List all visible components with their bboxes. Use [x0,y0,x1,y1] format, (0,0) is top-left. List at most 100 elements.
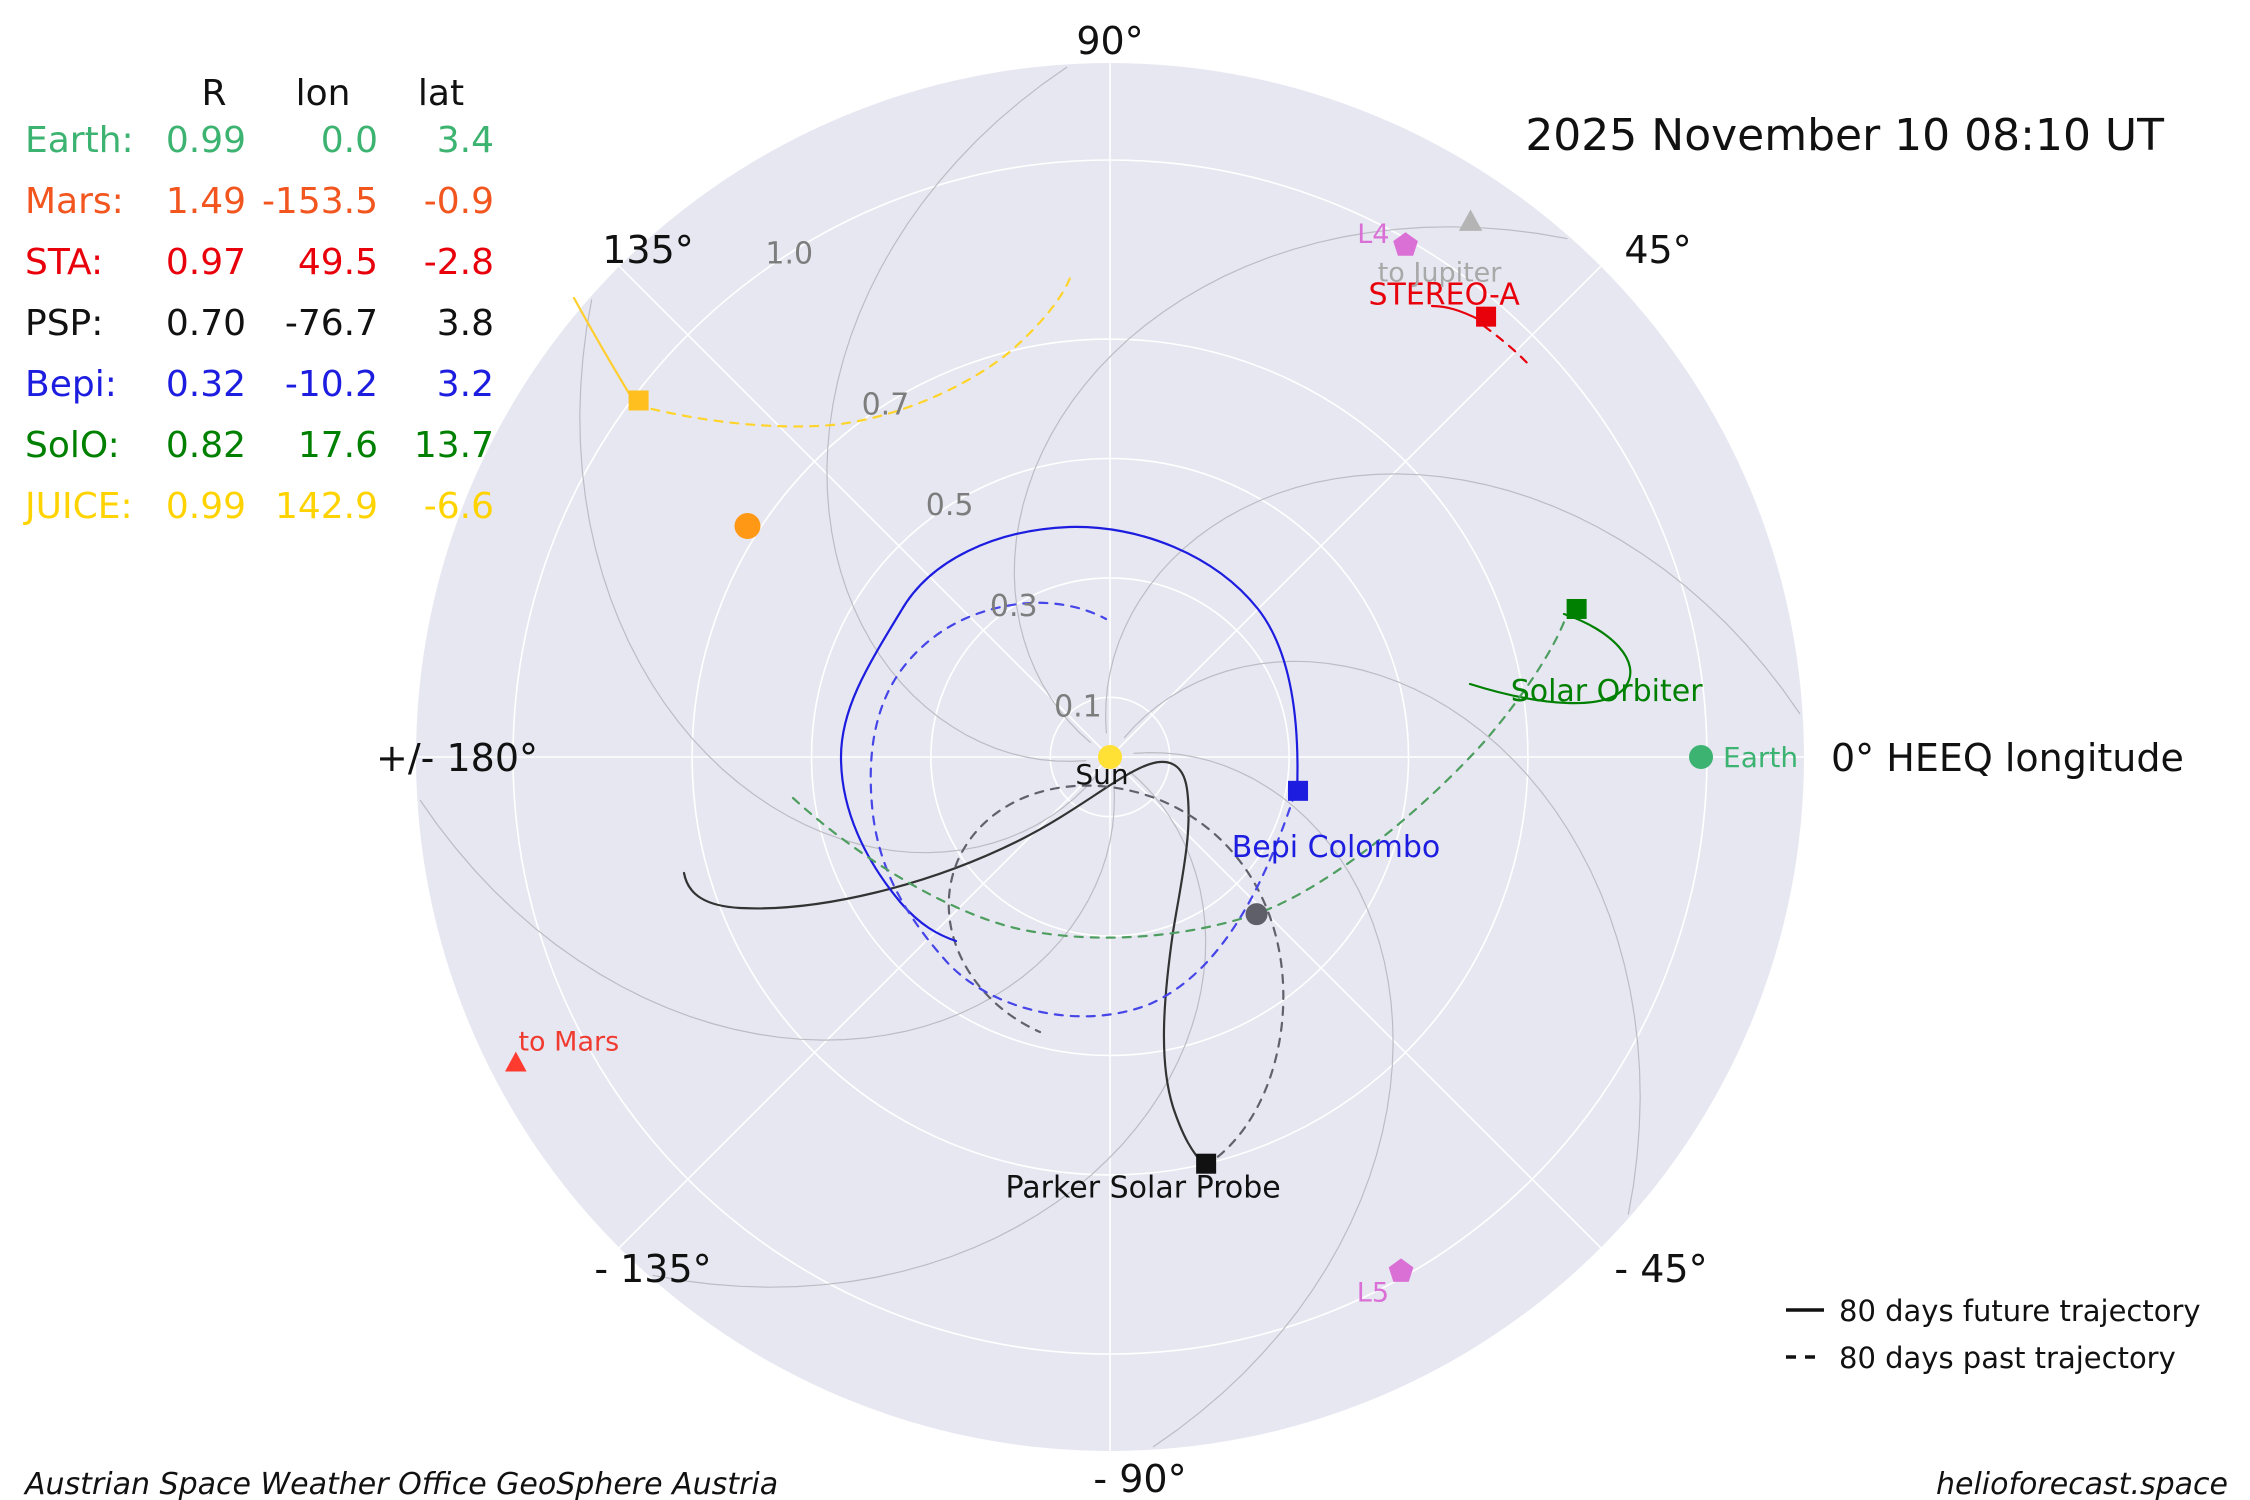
body-markers [505,209,1714,1282]
table-cell: -2.8 [424,242,494,283]
parker-spiral-line [826,66,1087,763]
marker-bepi-colombo [1288,780,1309,801]
parker-spiral-line [1104,473,1801,734]
trajectory-stereo-a-future [1430,304,1482,322]
parker-spiral-line [1123,660,1641,1215]
table-cell: 1.49 [166,181,246,222]
grid-spoke [618,756,1111,1249]
table-cell: 0.32 [166,364,246,405]
table-cell: 0.99 [166,120,246,161]
legend-future-label: 80 days future trajectory [1839,1294,2201,1328]
marker-solar-orbiter [1566,598,1587,619]
parker-spiral-line [579,299,1097,854]
marker-earth [1689,745,1714,769]
table-cell: 0.97 [166,242,246,283]
grid-circle [810,457,1410,1057]
angle-label-0: 0° HEEQ longitude [1831,736,2184,780]
trajectory-solar-orbiter-future [1468,612,1632,705]
table-cell: 142.9 [275,486,378,527]
marker-to-mars [505,1051,527,1072]
table-cell: 0.0 [321,120,378,161]
radial-tick-labels: 0.1 0.3 0.5 0.7 1.0 [765,236,1101,724]
label-stereo-a: STEREO-A [1368,278,1520,313]
table-cell: 17.6 [298,425,378,466]
radial-tick-label: 0.1 [1054,690,1102,725]
footer-left: Austrian Space Weather Office GeoSphere … [23,1467,778,1500]
angle-label--90: - 90° [1093,1457,1186,1500]
label-to-jupiter: to Jupiter [1378,257,1503,288]
grid-spoke [618,265,1111,758]
trajectory-stereo-a-past [1482,324,1532,368]
table-cell: -0.9 [424,181,494,222]
table-row-label-juice-: JUICE: [23,486,133,527]
label-earth: Earth [1723,741,1798,774]
table-row-label-mars-: Mars: [25,181,124,222]
label-sun: Sun [1075,758,1128,791]
footer-right: helioforecast.space [1936,1467,2228,1500]
angle-label-45: 45° [1624,228,1691,272]
table-row-label-sta-: STA: [25,242,103,283]
grid-circle [691,338,1529,1176]
table-row-label-psp-: PSP: [25,303,103,344]
table-cell: 0.70 [166,303,246,344]
marker-mercury [1245,903,1268,926]
trajectory-legend: 80 days future trajectory 80 days past t… [1786,1294,2201,1375]
table-cell: 13.7 [414,425,494,466]
label-to-mars: to Mars [518,1027,619,1058]
marker-parker-solar-probe [1196,1153,1217,1174]
radial-tick-label: 1.0 [765,236,813,271]
table-cell: 0.82 [166,425,246,466]
body-labels: Sun Earth STEREO-A Parker Solar Probe Bepi C… [518,219,1798,1308]
angle-label--135: - 135° [594,1247,711,1291]
table-cell: 3.2 [437,364,494,405]
plot-title: 2025 November 10 08:10 UT [1525,110,2164,161]
radial-tick-label: 0.5 [926,488,974,523]
table-header-lon: lon [296,73,351,114]
label-l5: L5 [1357,1277,1389,1308]
radial-tick-label: 0.7 [862,388,910,423]
label-parker-solar-probe: Parker Solar Probe [1006,1171,1281,1206]
table-cell: -6.6 [424,486,494,527]
table-cell: -76.7 [285,303,378,344]
marker-venus [734,513,761,540]
angle-label--45: - 45° [1614,1247,1707,1291]
label-bepi-colombo: Bepi Colombo [1232,830,1441,865]
parker-spiral-line [1013,226,1568,744]
radial-tick-label: 0.3 [990,589,1038,624]
table-cell: 3.4 [437,120,494,161]
angle-label-180: +/- 180° [376,736,538,780]
marker-to-jupiter [1458,209,1483,231]
marker-juice [628,390,649,411]
marker-stereo-a [1476,306,1497,327]
grid-spoke [1109,265,1602,758]
marker-l5 [1388,1258,1414,1282]
grid-circle [930,577,1290,937]
angle-label-90: 90° [1076,19,1143,63]
table-header-lat: lat [418,73,464,114]
marker-sun [1098,745,1122,769]
angle-labels: 90° 45° 0° HEEQ longitude - 45° - 90° - 135° +… [376,19,2184,1500]
legend-past-label: 80 days past trajectory [1839,1341,2176,1375]
marker-l4 [1393,232,1418,256]
trajectory-bepi-colombo-future [839,525,1299,943]
table-header-r: R [201,73,226,114]
trajectory-parker-solar-probe-future [682,760,1207,1168]
table-cell: 0.99 [166,486,246,527]
grid-spoke [1109,756,1602,1249]
parker-spiral-line [419,780,1116,1041]
label-l4: L4 [1357,219,1389,250]
grid-circle [1049,696,1171,818]
trajectory-parker-solar-probe-past [947,784,1285,1168]
angle-label-135: 135° [602,228,694,272]
table-row-label-earth-: Earth: [25,120,134,161]
table-cell: 3.8 [437,303,494,344]
parker-spiral-line [1133,751,1394,1448]
table-cell: -153.5 [262,181,378,222]
parker-spiral-line [652,770,1207,1288]
table-row-label-solo-: SolO: [25,425,120,466]
table-cell: -10.2 [285,364,378,405]
table-row-label-bepi-: Bepi: [25,364,117,405]
